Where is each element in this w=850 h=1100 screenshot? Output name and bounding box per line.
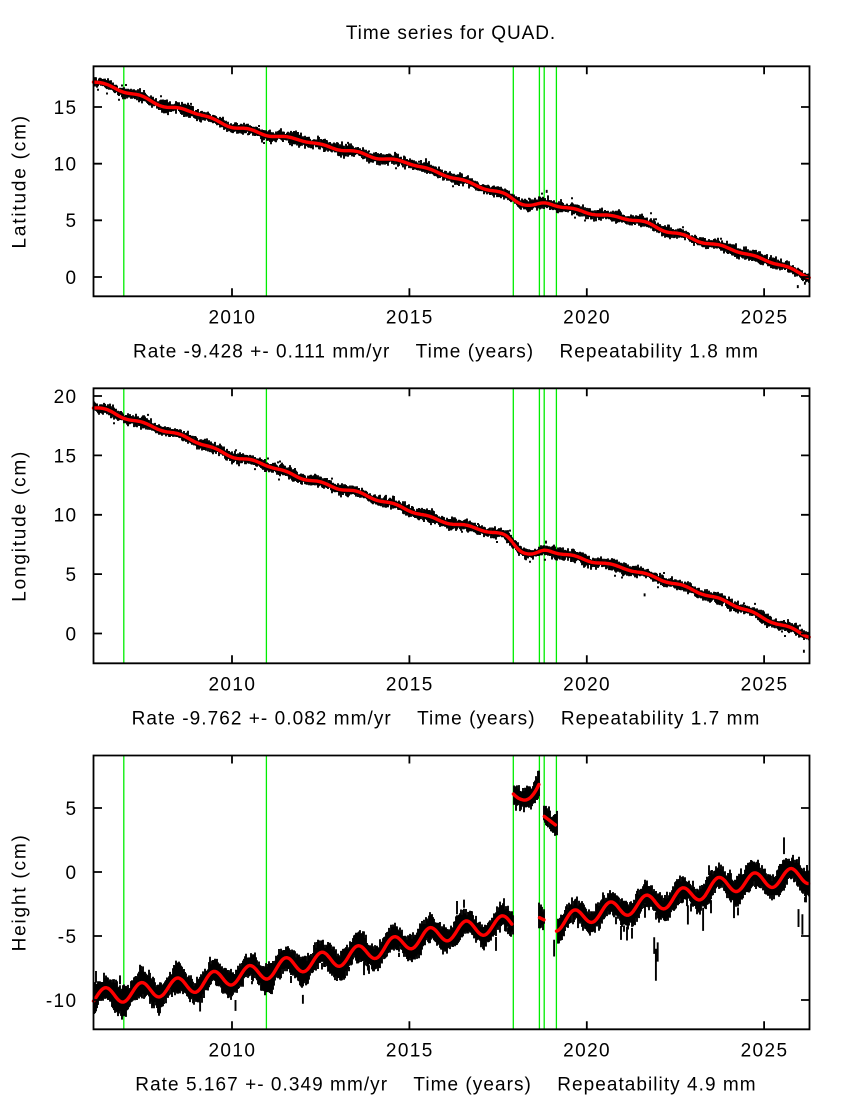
svg-text:2020: 2020: [563, 1040, 611, 1061]
svg-text:2025: 2025: [741, 1040, 789, 1061]
svg-text:5: 5: [66, 211, 78, 232]
svg-text:2020: 2020: [563, 307, 611, 328]
svg-text:-5: -5: [58, 927, 78, 948]
svg-text:2010: 2010: [208, 307, 256, 328]
svg-text:Rate -9.428 +- 0.111 mm/yr: Rate -9.428 +- 0.111 mm/yr Time (years) …: [133, 342, 759, 363]
svg-text:10: 10: [54, 155, 78, 176]
svg-text:0: 0: [66, 624, 78, 645]
svg-text:Time series for QUAD.: Time series for QUAD.: [346, 23, 556, 44]
svg-text:5: 5: [66, 799, 78, 820]
svg-text:Rate -9.762 +- 0.082 mm/yr: Rate -9.762 +- 0.082 mm/yr Time (years) …: [132, 709, 761, 730]
svg-text:Latitude (cm): Latitude (cm): [10, 114, 31, 248]
svg-text:2025: 2025: [741, 307, 789, 328]
svg-text:2015: 2015: [386, 674, 434, 695]
svg-text:Longitude (cm): Longitude (cm): [10, 450, 31, 602]
svg-text:2020: 2020: [563, 674, 611, 695]
svg-text:0: 0: [66, 268, 78, 289]
svg-text:Rate 5.167 +- 0.349 mm/yr T: Rate 5.167 +- 0.349 mm/yr Time (years) R…: [135, 1075, 756, 1096]
svg-text:2025: 2025: [741, 674, 789, 695]
svg-text:2015: 2015: [386, 307, 434, 328]
svg-text:2015: 2015: [386, 1040, 434, 1061]
svg-text:Height (cm): Height (cm): [10, 833, 31, 951]
svg-text:5: 5: [66, 565, 78, 586]
svg-text:15: 15: [54, 98, 78, 119]
svg-text:-10: -10: [46, 991, 78, 1012]
svg-text:0: 0: [66, 863, 78, 884]
svg-text:2010: 2010: [208, 674, 256, 695]
svg-text:10: 10: [54, 506, 78, 527]
svg-text:2010: 2010: [208, 1040, 256, 1061]
svg-text:20: 20: [54, 387, 78, 408]
svg-text:15: 15: [54, 446, 78, 467]
